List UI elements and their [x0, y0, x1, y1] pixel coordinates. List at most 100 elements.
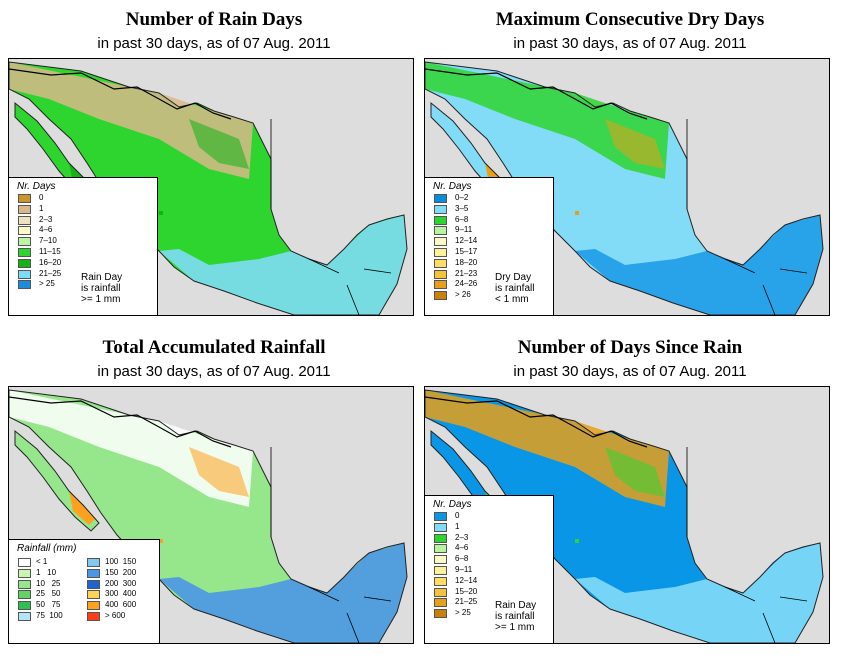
legend-label: 1 — [455, 521, 460, 531]
legend-label: 12–14 — [455, 236, 478, 246]
legend-label: 6–8 — [455, 214, 469, 224]
panel-dry-days: Maximum Consecutive Dry Days in past 30 … — [424, 0, 836, 318]
north-region — [425, 390, 669, 507]
legend-swatch — [18, 237, 31, 247]
baja-coastline — [14, 429, 100, 532]
country-border — [346, 284, 360, 315]
legend-item: 4–6 — [425, 543, 553, 554]
land — [9, 390, 407, 643]
legend-label: 100 150 — [105, 557, 137, 566]
legend-item: 400 600 — [87, 600, 157, 611]
legend-label: 300 400 — [105, 589, 137, 599]
panel-days-since-rain: Number of Days Since Rain in past 30 day… — [424, 328, 836, 646]
legend-item: 12–14 — [425, 576, 553, 587]
us-border — [9, 68, 232, 120]
legend-swatch — [434, 512, 447, 521]
legend-swatch — [434, 258, 447, 268]
legend-swatch — [434, 204, 447, 214]
legend-label: 4–6 — [39, 225, 53, 235]
us-border — [9, 396, 232, 448]
legend-label: 2–3 — [39, 214, 53, 224]
legend-item: 15–20 — [425, 587, 553, 598]
panel-title: Maximum Consecutive Dry Days — [495, 9, 765, 30]
panel-rain-days: Number of Rain Days in past 30 days, as … — [8, 0, 420, 318]
legend-title: Nr. Days — [433, 181, 472, 192]
legend-swatch — [434, 247, 447, 257]
legend-item: > 26 — [425, 290, 553, 301]
legend-label: > 26 — [455, 290, 471, 300]
north-region — [9, 390, 253, 507]
legend-swatch — [18, 611, 31, 621]
legend-label: 1 10 — [36, 567, 57, 577]
country-border — [363, 268, 392, 274]
legend-swatch — [434, 194, 447, 203]
highland-patch — [605, 119, 665, 169]
legend-label: 50 75 — [36, 600, 61, 610]
legend-swatch — [18, 258, 31, 268]
legend-item: 300 400 — [87, 589, 157, 600]
legend-item: 7–10 — [9, 236, 157, 247]
legend-swatch — [434, 522, 447, 532]
legend-swatch — [87, 579, 100, 589]
legend-item: 9–11 — [425, 225, 553, 236]
legend-label: 75 100 — [36, 610, 63, 620]
legend-label: 10 25 — [36, 578, 61, 588]
panel-title: Number of Days Since Rain — [517, 337, 743, 358]
map-days-since-rain: Nr. Days 0 1 2–3 4–6 6–8 9–11 12–14 15–20 21–25 >… — [424, 386, 830, 644]
legend-label: 21–25 — [455, 597, 478, 607]
legend-item: 75 100 — [18, 611, 88, 622]
legend-swatch — [18, 269, 31, 279]
legend-label: 15–20 — [455, 586, 478, 596]
legend-label: 11–15 — [39, 246, 61, 256]
legend-swatch — [434, 587, 447, 597]
legend-item: 11–15 — [9, 247, 157, 258]
legend-label: 200 300 — [105, 578, 137, 588]
panel-subtitle: in past 30 days, as of 07 Aug. 2011 — [97, 35, 331, 52]
legend-swatch — [18, 579, 31, 589]
panel-subtitle: in past 30 days, as of 07 Aug. 2011 — [513, 35, 747, 52]
legend-label: < 1 — [36, 557, 48, 566]
legend-label: 0 — [39, 193, 44, 202]
legend-note: Dry Day is rainfall < 1 mm — [495, 272, 535, 305]
land — [9, 62, 407, 315]
legend-label: 21–23 — [455, 268, 478, 278]
legend-label: 400 600 — [105, 600, 137, 610]
legend-item: 6–8 — [425, 554, 553, 565]
legend-label: > 25 — [39, 279, 55, 289]
panel-total-rainfall: Total Accumulated Rainfall in past 30 da… — [8, 328, 420, 646]
legend-swatch — [18, 558, 31, 567]
legend-item: 1 — [9, 204, 157, 215]
highland-patch — [605, 447, 665, 497]
country-border — [346, 612, 360, 643]
legend-label: 12–14 — [455, 575, 478, 585]
legend-label: > 25 — [455, 608, 471, 618]
land — [425, 390, 823, 643]
legend-swatch — [18, 280, 31, 290]
legend-swatch — [434, 565, 447, 575]
legend-swatch — [434, 280, 447, 290]
country-border — [762, 612, 776, 643]
legend-label: 9–11 — [455, 225, 473, 235]
country-border — [779, 268, 808, 274]
legend-item: 1 10 — [18, 568, 88, 579]
north-region — [425, 62, 669, 179]
legend-item: 50 75 — [18, 600, 88, 611]
legend-label: > 600 — [105, 610, 126, 620]
legend-item: 6–8 — [425, 215, 553, 226]
legend-label: 15–17 — [455, 246, 478, 256]
coastline — [9, 389, 408, 643]
legend-swatch — [434, 215, 447, 225]
legend-item: 25 50 — [18, 589, 88, 600]
legend-swatch — [18, 194, 31, 203]
country-border — [762, 284, 776, 315]
legend-item: 2–3 — [9, 215, 157, 226]
legend-label: 25 50 — [36, 589, 61, 599]
legend-swatch — [434, 269, 447, 279]
map-rain-days: Nr. Days 0 1 2–3 4–6 7–10 11–15 16–20 21–25 > 25… — [8, 58, 414, 316]
legend-item: 4–6 — [9, 225, 157, 236]
legend-item: 3–5 — [425, 204, 553, 215]
panel-subtitle: in past 30 days, as of 07 Aug. 2011 — [513, 363, 747, 380]
legend: Nr. Days 0 1 2–3 4–6 7–10 11–15 16–20 21–25 > 25… — [9, 177, 158, 315]
legend: Nr. Days 0 1 2–3 4–6 6–8 9–11 12–14 15–20 21–25 >… — [425, 495, 554, 643]
